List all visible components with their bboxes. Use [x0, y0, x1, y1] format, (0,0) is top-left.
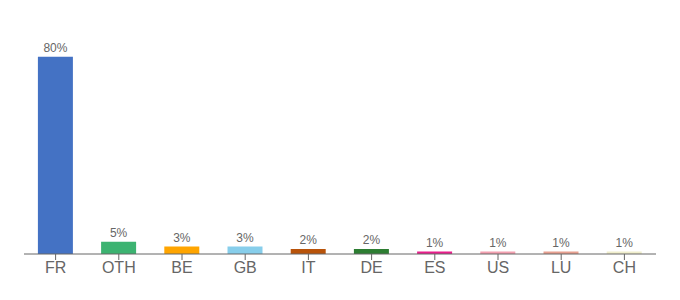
svg-text:2%: 2%: [300, 233, 318, 247]
svg-text:1%: 1%: [489, 236, 507, 250]
svg-text:CH: CH: [613, 259, 636, 276]
svg-text:DE: DE: [360, 259, 382, 276]
svg-text:2%: 2%: [363, 233, 381, 247]
svg-text:3%: 3%: [236, 231, 254, 245]
svg-text:80%: 80%: [43, 41, 67, 55]
svg-text:IT: IT: [301, 259, 315, 276]
svg-text:LU: LU: [551, 259, 571, 276]
svg-text:5%: 5%: [110, 226, 128, 240]
svg-text:3%: 3%: [173, 231, 191, 245]
svg-text:ES: ES: [424, 259, 445, 276]
svg-text:US: US: [487, 259, 509, 276]
svg-text:GB: GB: [234, 259, 257, 276]
svg-text:FR: FR: [45, 259, 66, 276]
svg-text:1%: 1%: [426, 236, 444, 250]
svg-text:1%: 1%: [616, 236, 634, 250]
svg-text:1%: 1%: [552, 236, 570, 250]
svg-text:OTH: OTH: [102, 259, 136, 276]
svg-text:BE: BE: [171, 259, 192, 276]
